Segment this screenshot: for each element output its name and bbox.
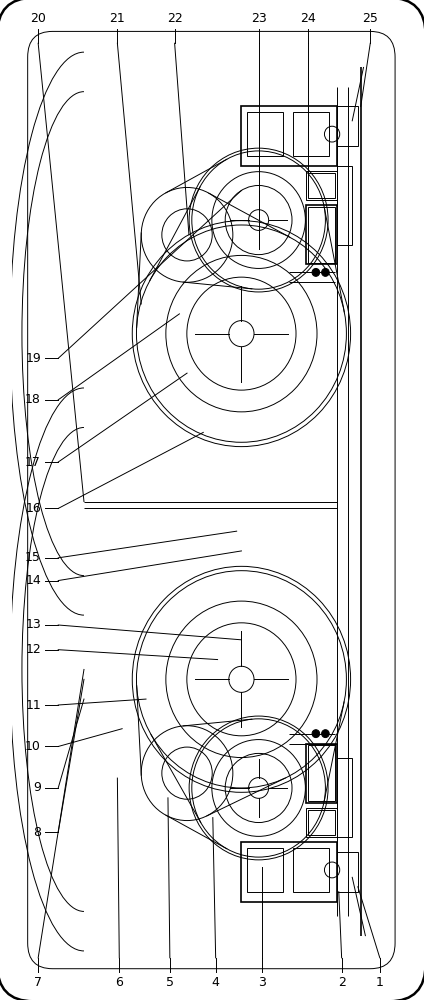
Bar [337,106,358,146]
Bar [308,745,335,801]
Text: 15: 15 [25,551,41,564]
Text: 7: 7 [34,976,42,989]
Bar [337,758,352,837]
Text: 12: 12 [25,643,41,656]
Text: 5: 5 [166,976,174,989]
Circle shape [312,268,320,276]
Text: 3: 3 [259,976,266,989]
Text: 20: 20 [30,12,46,25]
Bar [306,205,337,264]
Text: 24: 24 [300,12,316,25]
Text: 8: 8 [33,826,41,839]
Bar [306,808,337,837]
Bar [293,112,329,156]
Text: 14: 14 [25,574,41,587]
Bar [306,744,337,803]
Circle shape [321,268,329,276]
Text: 17: 17 [25,456,41,469]
Bar [241,106,337,166]
Bar [308,173,335,198]
Bar [337,166,352,245]
Text: 22: 22 [167,12,182,25]
Circle shape [312,730,320,738]
Text: 6: 6 [115,976,123,989]
Bar [308,810,335,835]
Text: 16: 16 [25,502,41,515]
Bar [306,171,337,200]
Text: 11: 11 [25,699,41,712]
Text: 1: 1 [376,976,384,989]
Bar [241,842,337,902]
Bar [308,207,335,263]
Text: 10: 10 [25,740,41,753]
Text: 18: 18 [25,393,41,406]
Bar [337,852,358,892]
Bar [247,112,283,156]
Bar [247,848,283,892]
Text: 2: 2 [338,976,346,989]
Circle shape [321,730,329,738]
Text: 9: 9 [33,781,41,794]
Text: 13: 13 [25,618,41,632]
Text: 21: 21 [109,12,125,25]
Text: 25: 25 [363,12,378,25]
Text: 4: 4 [212,976,220,989]
Text: 19: 19 [25,352,41,365]
Text: 23: 23 [251,12,267,25]
Bar [293,848,329,892]
